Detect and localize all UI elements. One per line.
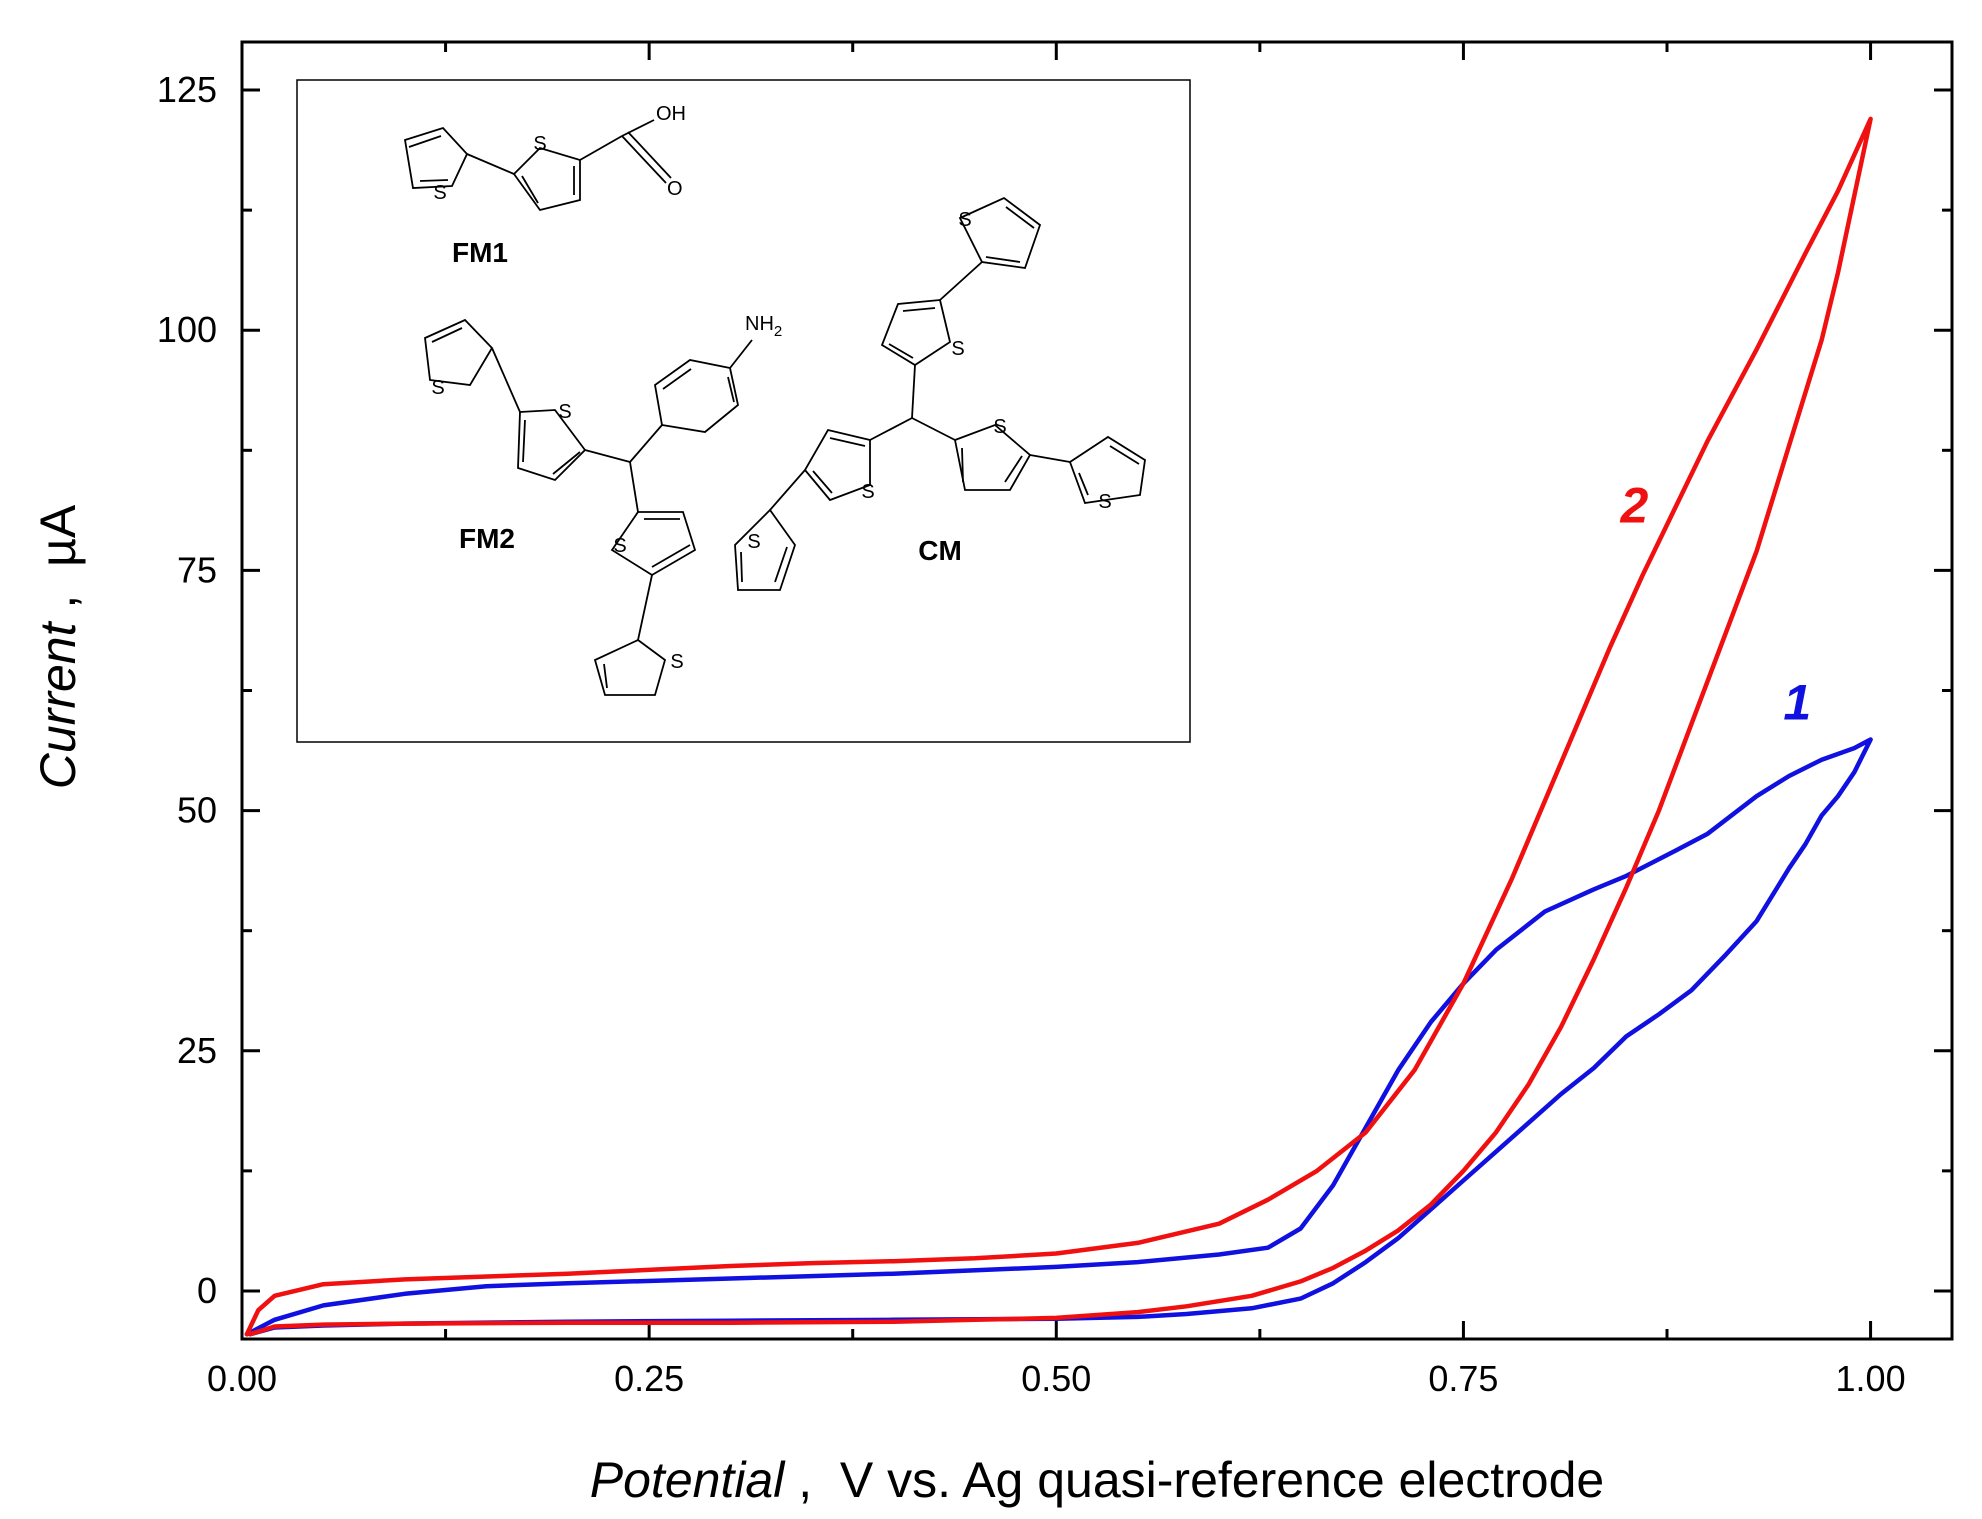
fm2-link-amine [729, 339, 753, 369]
fm2-label: FM2 [459, 523, 515, 554]
cm-link-left [769, 469, 806, 511]
series-label-2: 2 [1620, 477, 1649, 533]
y-tick-label: 100 [157, 309, 217, 350]
curves [244, 116, 1873, 1337]
cm-sulfur-far-left: S [747, 531, 760, 553]
cm-ring-left [803, 428, 871, 502]
fm2-link-2 [584, 449, 631, 463]
fm2-link-1 [491, 347, 521, 413]
x-tick-label: 0.00 [207, 1358, 277, 1399]
y-tick-label: 50 [177, 790, 217, 831]
x-tick-label: 1.00 [1836, 1358, 1906, 1399]
fm1-ring-a [403, 126, 469, 189]
cm-sulfur-left: S [861, 481, 874, 503]
cm-ring-far-right [1068, 435, 1146, 504]
cm-sulfur-right: S [993, 416, 1006, 438]
x-axis-title-italic: Potential [590, 1452, 786, 1508]
y-tick-label: 125 [157, 69, 217, 110]
fm1-link-2 [579, 135, 623, 161]
y-axis-title-italic: Current [30, 620, 86, 789]
series-line-1 [244, 737, 1873, 1337]
x-tick-label: 0.50 [1021, 1358, 1091, 1399]
fm2-sulfur-a: S [431, 377, 444, 399]
fm2-sulfur-d: S [670, 651, 683, 673]
y-tick-label: 75 [177, 549, 217, 590]
cm-label: CM [918, 535, 962, 566]
inset-frame [296, 79, 1191, 743]
series-line-2 [244, 116, 1873, 1337]
fm2-ring-d [593, 638, 667, 696]
axis-ticks: 0.00 0.25 0.50 0.75 1.00 0 25 50 75 100 125 [157, 42, 1952, 1399]
cm-link-top [939, 261, 983, 301]
cm-ring-upper [880, 299, 952, 367]
fm2-sulfur-c: S [613, 535, 626, 557]
fm2-sulfur-b: S [558, 401, 571, 423]
fm1-label: FM1 [452, 237, 508, 268]
molecule-fm2: S S S S NH2 FM2 [424, 313, 782, 696]
y-axis-title-rest: , µA [30, 504, 86, 622]
fm2-link-3 [629, 461, 639, 513]
structures-inset: S S OH O FM1 S [296, 79, 1191, 743]
x-tick-label: 0.75 [1428, 1358, 1498, 1399]
x-axis-title: Potential , V vs. Ag quasi-reference ele… [590, 1452, 1604, 1508]
y-axis-title: Current , µA [30, 504, 86, 789]
cm-sulfur-upper: S [951, 338, 964, 360]
cm-sulfur-far-right: S [1098, 491, 1111, 513]
fm2-ring-c [610, 511, 697, 577]
fm2-amine: NH2 [745, 313, 782, 340]
fm2-amine-subscript: 2 [774, 323, 782, 340]
fm1-ring-b [512, 146, 581, 212]
fm1-hydroxyl: OH [656, 103, 686, 125]
series-label-1: 1 [1783, 674, 1811, 730]
fm1-link-1 [466, 153, 515, 175]
fm1-oxygen: O [667, 178, 683, 200]
fm2-ring-b [517, 409, 587, 482]
fm2-ring-a [424, 318, 494, 386]
y-tick-label: 0 [197, 1270, 217, 1311]
fm1-sulfur-b: S [533, 133, 546, 155]
cm-ring-far-left [734, 508, 796, 591]
fm1-sulfur-a: S [433, 182, 446, 204]
cm-ring-top [958, 196, 1042, 269]
cm-link-center [911, 364, 916, 419]
x-tick-label: 0.25 [614, 1358, 684, 1399]
x-axis-title-rest: , V vs. Ag quasi-reference electrode [784, 1452, 1604, 1508]
y-tick-label: 25 [177, 1030, 217, 1071]
molecule-fm1: S S OH O FM1 [403, 103, 686, 268]
cm-link-right [1029, 454, 1071, 463]
fm2-amine-nh: NH [745, 313, 774, 335]
cm-sulfur-top: S [958, 209, 971, 231]
fm2-link-4 [637, 574, 653, 641]
molecule-cm: S S S S S S CM [734, 196, 1146, 591]
